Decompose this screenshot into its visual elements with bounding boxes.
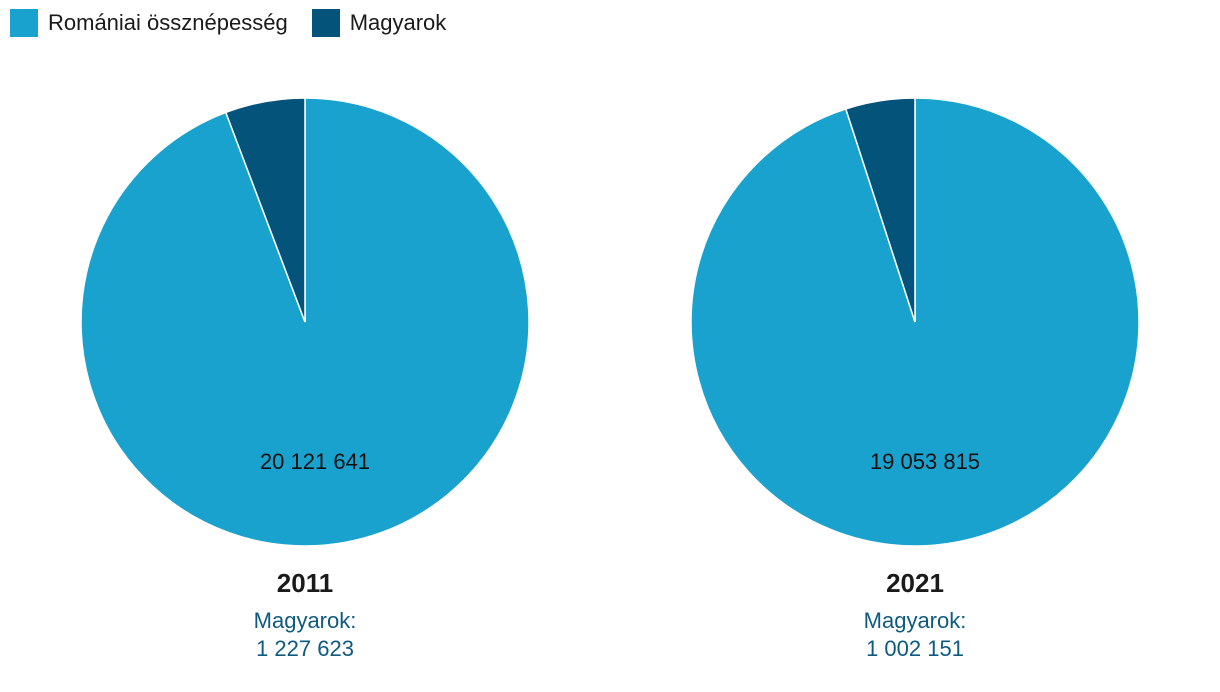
legend-item-total[interactable]: Romániai össznépesség [10, 9, 288, 37]
legend-label-total: Romániai össznépesség [48, 10, 288, 35]
caption-value: 1 002 151 [866, 636, 964, 661]
legend: Romániai össznépesség Magyarok [10, 9, 470, 37]
caption-value: 1 227 623 [256, 636, 354, 661]
pie-slice-label: 20 121 641 [260, 449, 370, 474]
legend-swatch-total [10, 9, 38, 37]
legend-item-hungarians[interactable]: Magyarok [311, 9, 447, 37]
chart-year-title: 2021 [886, 568, 944, 598]
pie-slice-hungarians[interactable] [844, 97, 916, 323]
pie-slice-label: 19 053 815 [870, 449, 980, 474]
chart-year-title: 2011 [277, 568, 333, 598]
caption-label: Magyarok: [254, 608, 357, 633]
pie-slice-hungarians[interactable] [224, 97, 306, 323]
pie-chart-2021: 19 053 815 2021 Magyarok: 1 002 151 [690, 97, 1140, 661]
legend-label-hungarians: Magyarok [349, 10, 447, 35]
pie-chart-2011: 20 121 641 2011 Magyarok: 1 227 623 [80, 97, 530, 661]
caption-label: Magyarok: [864, 608, 967, 633]
legend-swatch-hungarians [311, 9, 340, 37]
